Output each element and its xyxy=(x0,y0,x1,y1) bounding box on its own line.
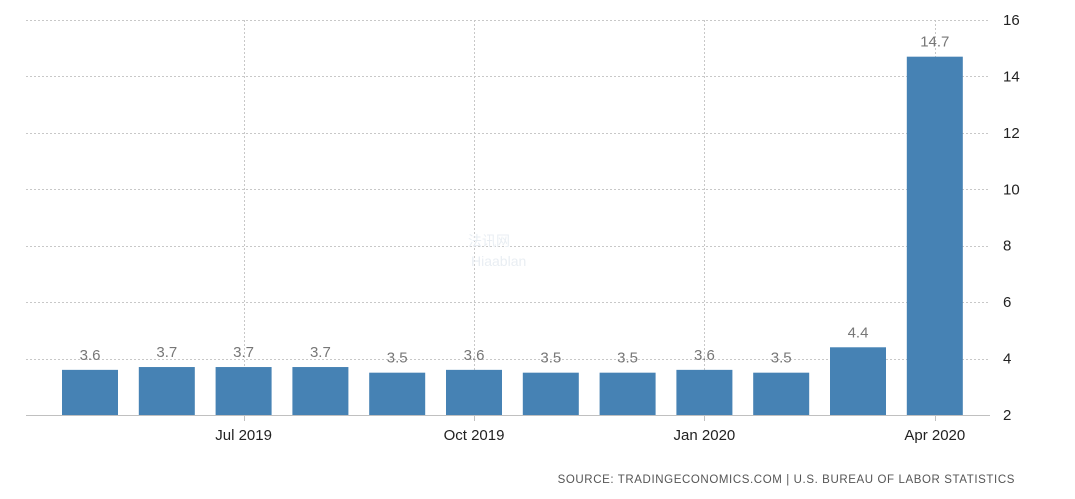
bar-oct-2019[interactable] xyxy=(446,369,502,415)
bar-dec-2019[interactable] xyxy=(599,372,656,415)
x-tick-label: Jan 2020 xyxy=(674,427,736,444)
bar-may-2019[interactable] xyxy=(62,369,118,415)
data-label: 3.7 xyxy=(310,344,331,361)
x-tick-label: Oct 2019 xyxy=(444,427,505,444)
y-tick-label: 6 xyxy=(1003,294,1011,311)
bar-jan-2020[interactable] xyxy=(676,369,733,415)
data-label: 3.5 xyxy=(617,350,638,367)
data-label: 3.5 xyxy=(387,350,408,367)
data-label: 3.7 xyxy=(156,344,177,361)
data-label: 3.5 xyxy=(771,350,792,367)
y-tick-label: 14 xyxy=(1003,68,1020,85)
source-note: SOURCE: TRADINGECONOMICS.COM | U.S. BURE… xyxy=(558,474,1015,486)
data-label: 14.7 xyxy=(920,34,949,51)
bar-jun-2019[interactable] xyxy=(138,367,195,415)
bar-sep-2019[interactable] xyxy=(369,372,426,415)
watermark-line-1: 法讯网 xyxy=(468,233,510,249)
x-tick-label: Jul 2019 xyxy=(215,427,272,444)
bar-aug-2019[interactable] xyxy=(292,367,349,415)
bar-jul-2019[interactable] xyxy=(215,367,272,415)
data-label: 3.7 xyxy=(233,344,254,361)
y-tick-label: 12 xyxy=(1003,125,1020,142)
data-label: 3.5 xyxy=(540,350,561,367)
bars xyxy=(62,56,963,416)
x-tick-label: Apr 2020 xyxy=(904,427,965,444)
y-tick-label: 16 xyxy=(1003,12,1020,29)
bar-mar-2020[interactable] xyxy=(830,347,886,415)
data-label: 3.6 xyxy=(694,347,715,364)
data-label: 3.6 xyxy=(80,347,101,364)
bar-apr-2020[interactable] xyxy=(906,56,963,416)
data-labels: 3.6 3.7 3.7 3.7 3.5 3.6 3.5 3.5 3.6 3.5 4.4 14.7 xyxy=(80,34,950,367)
data-label: 3.6 xyxy=(464,347,485,364)
data-label: 4.4 xyxy=(848,324,869,341)
y-tick-label: 4 xyxy=(1003,351,1011,368)
y-axis: 2 4 6 8 10 12 14 16 xyxy=(1003,12,1020,424)
y-tick-label: 2 xyxy=(1003,407,1011,424)
watermark-line-2: Hiaablan xyxy=(471,253,526,269)
bar-feb-2020[interactable] xyxy=(753,372,810,415)
y-tick-label: 8 xyxy=(1003,238,1011,255)
x-axis: Jul 2019 Oct 2019 Jan 2020 Apr 2020 xyxy=(215,427,965,444)
y-tick-label: 10 xyxy=(1003,181,1020,198)
watermark: 法讯网 Hiaablan xyxy=(468,233,526,269)
bar-nov-2019[interactable] xyxy=(522,372,579,415)
